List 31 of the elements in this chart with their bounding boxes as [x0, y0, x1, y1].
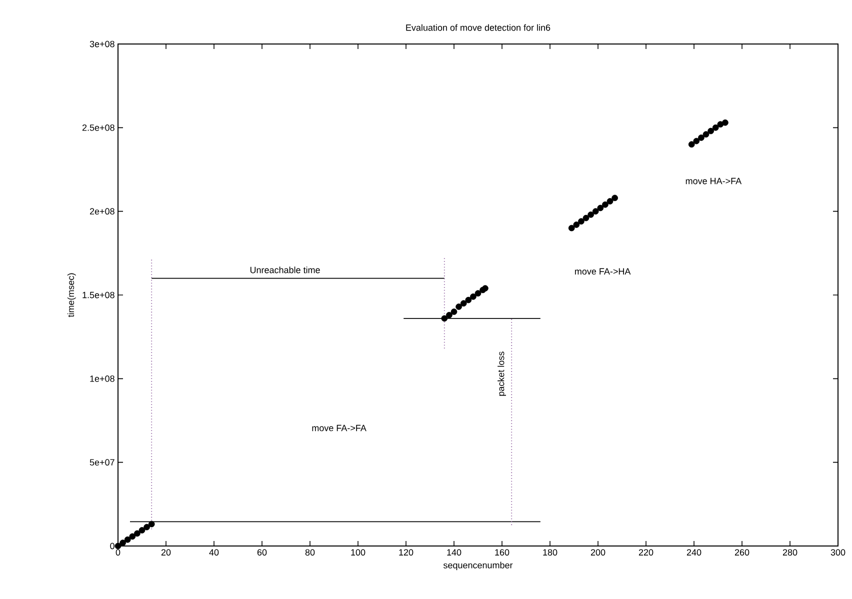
x-tick-label: 140	[447, 549, 462, 556]
y-tick-label: 3e+08	[90, 40, 114, 48]
x-tick-label: 60	[257, 549, 267, 556]
x-tick-label: 160	[495, 549, 510, 556]
x-tick-label: 240	[686, 549, 702, 556]
x-axis-title: sequencenumber	[443, 562, 513, 570]
x-tick-label: 200	[590, 549, 606, 556]
x-tick-label: 260	[734, 549, 750, 556]
x-tick-label: 0	[116, 549, 120, 556]
y-tick-label: 1e+08	[90, 375, 114, 382]
annotation: move HA->FA	[686, 178, 742, 184]
y-tick-label: 1.5e+08	[82, 292, 114, 298]
annotation: move FA->FA	[312, 424, 366, 432]
x-tick-label: 20	[161, 549, 171, 556]
y-axis-title: time(msec)	[67, 273, 76, 318]
y-tick-label: 2.5e+08	[82, 124, 114, 131]
y-tick-label: 0	[110, 542, 114, 550]
annotation: Unreachable time	[250, 266, 320, 274]
x-tick-label: 220	[638, 549, 654, 556]
x-tick-label: 180	[543, 549, 558, 556]
x-tick-label: 100	[351, 549, 366, 556]
x-tick-label: 280	[782, 549, 798, 556]
x-tick-label: 80	[305, 549, 315, 556]
annotation: packet loss	[498, 352, 506, 396]
y-tick-label: 5e+07	[90, 459, 114, 466]
x-tick-label: 300	[830, 549, 846, 556]
annotation: move FA->HA	[575, 268, 631, 275]
y-tick-label: 2e+08	[90, 208, 114, 215]
x-tick-label: 40	[209, 549, 219, 556]
chart-title: Evaluation of move detection for lin6	[406, 24, 550, 31]
x-tick-label: 120	[399, 549, 414, 556]
